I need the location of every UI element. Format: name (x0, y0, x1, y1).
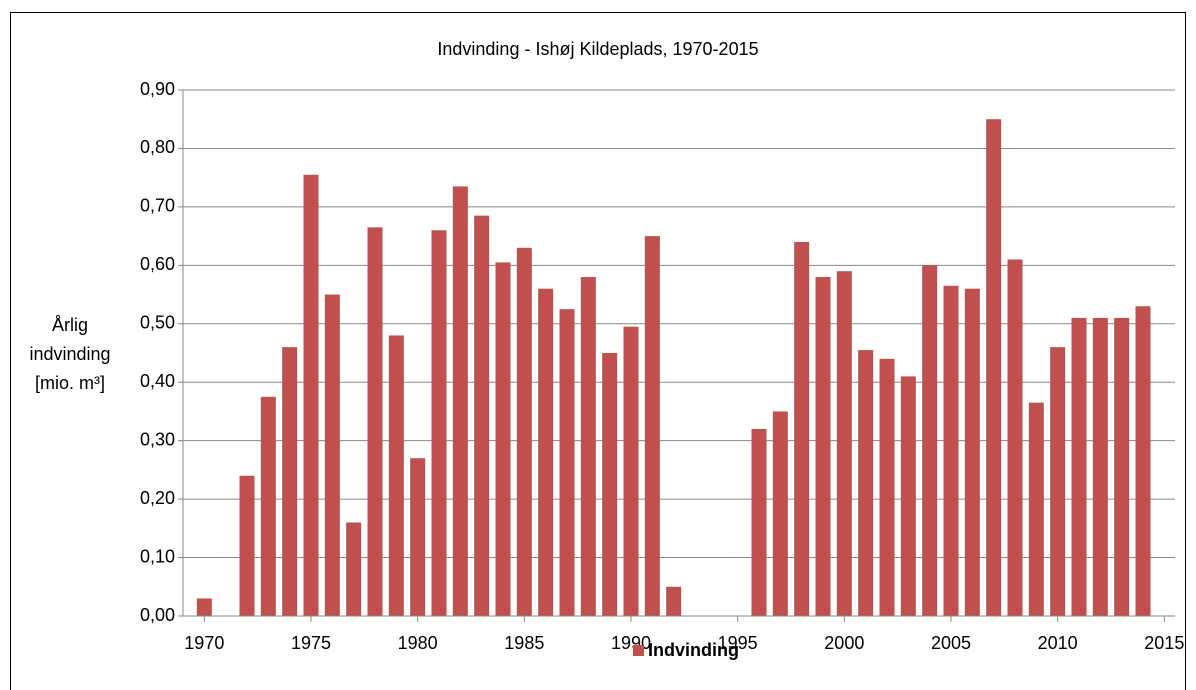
bar (431, 230, 447, 616)
bar (602, 353, 618, 616)
x-tick-label: 2010 (1038, 633, 1078, 653)
bar (964, 288, 980, 616)
bar (1028, 402, 1044, 616)
bar (474, 215, 490, 616)
x-tick-label: 1980 (398, 633, 438, 653)
y-tick-label: 0,00 (140, 605, 175, 625)
bar (388, 335, 404, 616)
bar (836, 271, 852, 616)
y-tick-label: 0,70 (140, 196, 175, 216)
bar (282, 347, 298, 616)
bar (1050, 347, 1066, 616)
bar (196, 598, 212, 616)
x-tick-label: 1970 (184, 633, 224, 653)
bar (367, 227, 383, 616)
bar (239, 475, 255, 616)
x-tick-label: 2000 (824, 633, 864, 653)
x-tick-label: 1975 (291, 633, 331, 653)
bar (879, 358, 895, 616)
x-tick-label: 1985 (504, 633, 544, 653)
y-tick-label: 0,40 (140, 371, 175, 391)
y-tick-label: 0,50 (140, 313, 175, 333)
chart-title: Indvinding - Ishøj Kildeplads, 1970-2015 (437, 39, 758, 59)
bar (303, 174, 319, 616)
bar (559, 309, 575, 616)
bar (943, 285, 959, 616)
bar (623, 326, 639, 616)
y-tick-label: 0,10 (140, 546, 175, 566)
bar (900, 376, 916, 616)
bar (580, 277, 596, 616)
bar (1114, 317, 1130, 616)
bar (986, 119, 1002, 616)
bar (644, 236, 660, 616)
bar (1071, 317, 1087, 616)
y-axis-label: indvinding (29, 344, 110, 364)
bar (794, 241, 810, 616)
bar (858, 350, 874, 616)
x-tick-label: 2015 (1144, 633, 1184, 653)
y-axis-label: Årlig (52, 315, 88, 335)
y-tick-label: 0,20 (140, 488, 175, 508)
bar (324, 294, 340, 616)
chart-frame (10, 12, 1186, 690)
legend-swatch (633, 645, 644, 656)
bar (751, 428, 767, 616)
legend-label: Indvinding (648, 640, 739, 660)
y-tick-label: 0,80 (140, 137, 175, 157)
y-axis-label: [mio. m³] (35, 373, 105, 393)
bar (538, 288, 554, 616)
y-tick-label: 0,30 (140, 429, 175, 449)
x-tick-label: 1990 (611, 633, 651, 653)
bar (1092, 317, 1108, 616)
x-tick-label: 1995 (718, 633, 758, 653)
bar (495, 262, 511, 616)
bar (666, 586, 682, 616)
bar (815, 277, 831, 616)
bar (346, 522, 362, 616)
bar (1135, 306, 1151, 616)
bar (922, 265, 938, 616)
y-tick-label: 0,90 (140, 79, 175, 99)
bar (772, 411, 788, 616)
bar (1007, 259, 1023, 616)
bar (260, 396, 276, 616)
bar (452, 186, 468, 616)
y-tick-label: 0,60 (140, 254, 175, 274)
x-tick-label: 2005 (931, 633, 971, 653)
bar (410, 458, 426, 616)
bar (516, 247, 532, 617)
